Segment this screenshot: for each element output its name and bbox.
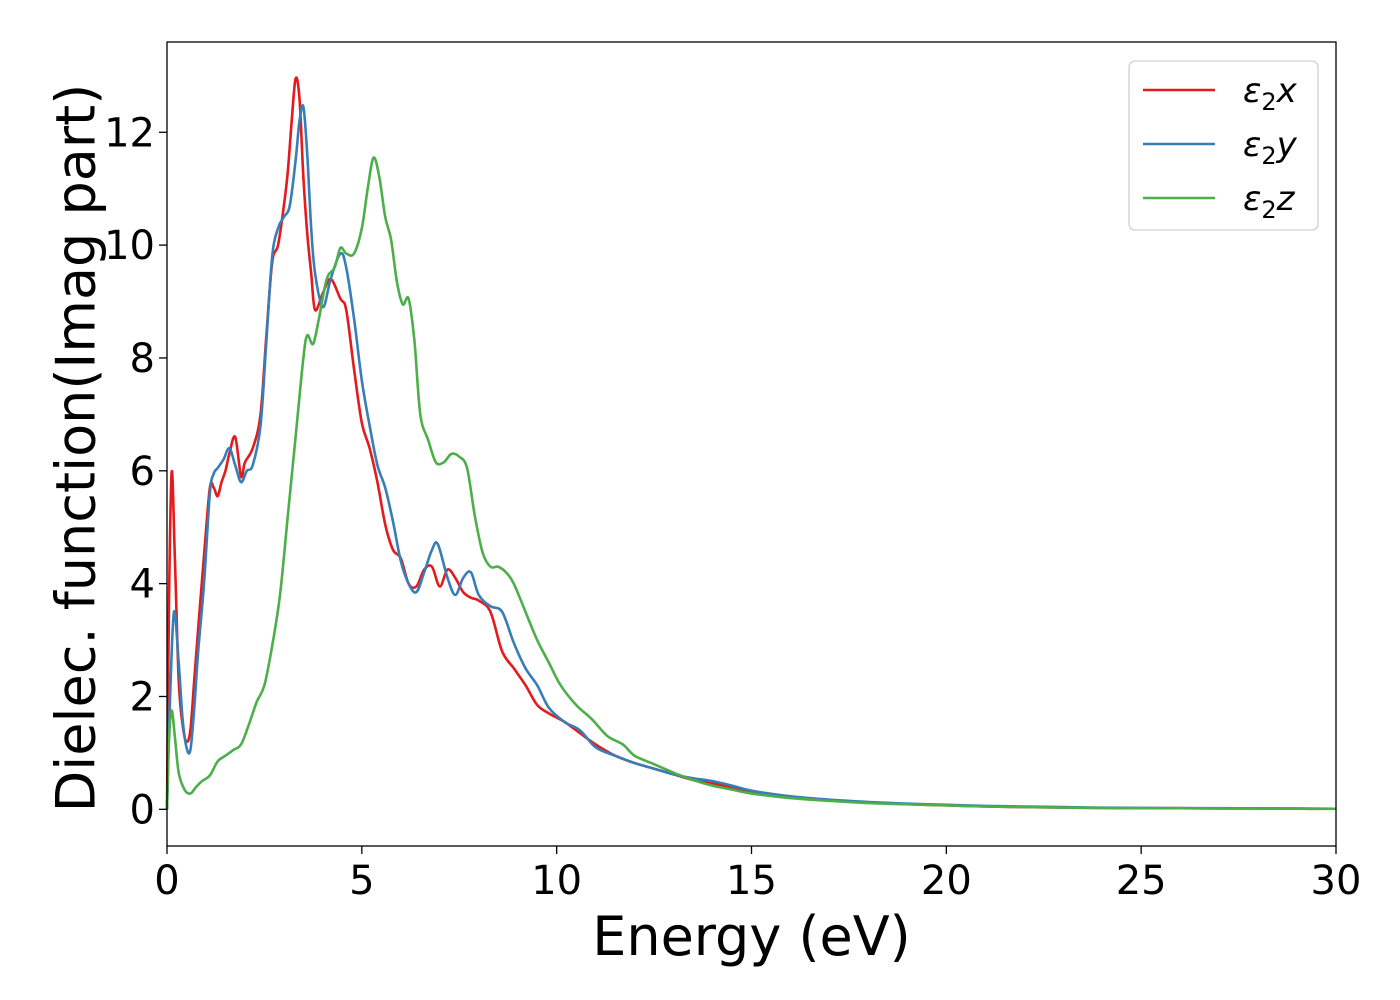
series-line-z: [165, 156, 1337, 811]
y-tick-label: 6: [130, 449, 155, 495]
y-tick-label: 4: [130, 562, 155, 608]
x-tick-label: 5: [349, 858, 374, 904]
x-tick-label: 20: [921, 858, 972, 904]
y-tick-label: 2: [130, 674, 155, 720]
y-tick-label: 0: [130, 787, 155, 833]
legend: ε2x ε2y ε2z: [1128, 60, 1319, 231]
y-tick-label: 12: [104, 110, 155, 156]
series-line-y: [165, 104, 1337, 811]
x-tick-label: 30: [1311, 858, 1362, 904]
plot-lines: [165, 76, 1337, 811]
y-tick-label: 8: [130, 336, 155, 382]
x-tick-label: 15: [726, 858, 777, 904]
axis-ticks: 0 5 10 15 20 25 30 0 2 4 6 8 10 12: [104, 110, 1361, 904]
x-tick-label: 25: [1116, 858, 1167, 904]
y-tick-label: 10: [104, 223, 155, 269]
legend-label-y: ε2y: [1243, 125, 1298, 170]
legend-label-z: ε2z: [1243, 179, 1296, 224]
x-tick-label: 10: [531, 858, 582, 904]
x-tick-label: 0: [154, 858, 179, 904]
legend-label-x: ε2x: [1243, 71, 1298, 116]
legend-box: [1128, 60, 1319, 231]
y-axis-label: Dielec. function(Imag part): [45, 84, 108, 813]
x-axis-label: Energy (eV): [592, 905, 911, 968]
